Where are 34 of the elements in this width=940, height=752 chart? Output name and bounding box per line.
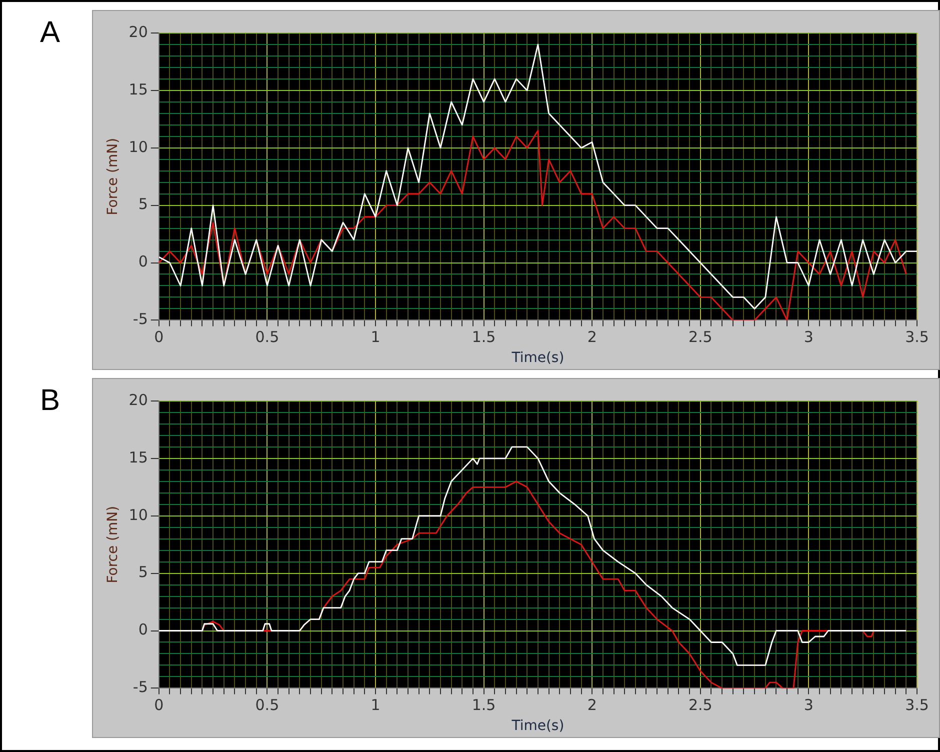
- y-tick-label: -5: [132, 310, 148, 328]
- x-tick-label: 0.5: [255, 696, 280, 714]
- x-tick-label: 2.5: [688, 328, 712, 346]
- y-tick-label: 0: [138, 620, 148, 639]
- x-tick-label: 3: [804, 328, 814, 346]
- x-tick-label: 0.5: [255, 328, 280, 346]
- x-tick-label: 3: [804, 696, 814, 714]
- x-tick-label: 2: [587, 328, 597, 346]
- y-tick-label: 0: [138, 252, 148, 271]
- y-tick-label: 5: [138, 563, 148, 582]
- y-tick-label: 15: [128, 448, 148, 466]
- y-axis-title: Force (mN): [105, 506, 122, 584]
- x-tick-label: 1: [370, 328, 380, 346]
- x-tick-label: 0: [154, 696, 164, 714]
- x-tick-label: 1: [370, 696, 380, 714]
- x-tick-label: 3.5: [905, 696, 929, 714]
- y-tick-label: -5: [132, 678, 148, 696]
- y-tick-label: 15: [128, 80, 148, 98]
- x-tick-label: 2.5: [688, 696, 712, 714]
- x-tick-label: 1.5: [472, 696, 496, 714]
- y-tick-label: 20: [128, 390, 148, 409]
- x-tick-label: 3.5: [905, 328, 929, 346]
- y-tick-label: 20: [128, 22, 148, 41]
- text: B: [40, 384, 60, 418]
- y-tick-label: 10: [128, 138, 148, 156]
- x-axis-title: Time(s): [510, 350, 564, 366]
- x-tick-label: 2: [587, 696, 597, 714]
- x-axis-title: Time(s): [510, 718, 564, 734]
- x-tick-label: 0: [154, 328, 164, 346]
- y-tick-label: 5: [138, 195, 148, 214]
- y-axis-title: Force (mN): [105, 138, 122, 216]
- x-tick-label: 1.5: [472, 328, 496, 346]
- y-tick-label: 10: [128, 506, 148, 524]
- text: A: [40, 16, 60, 50]
